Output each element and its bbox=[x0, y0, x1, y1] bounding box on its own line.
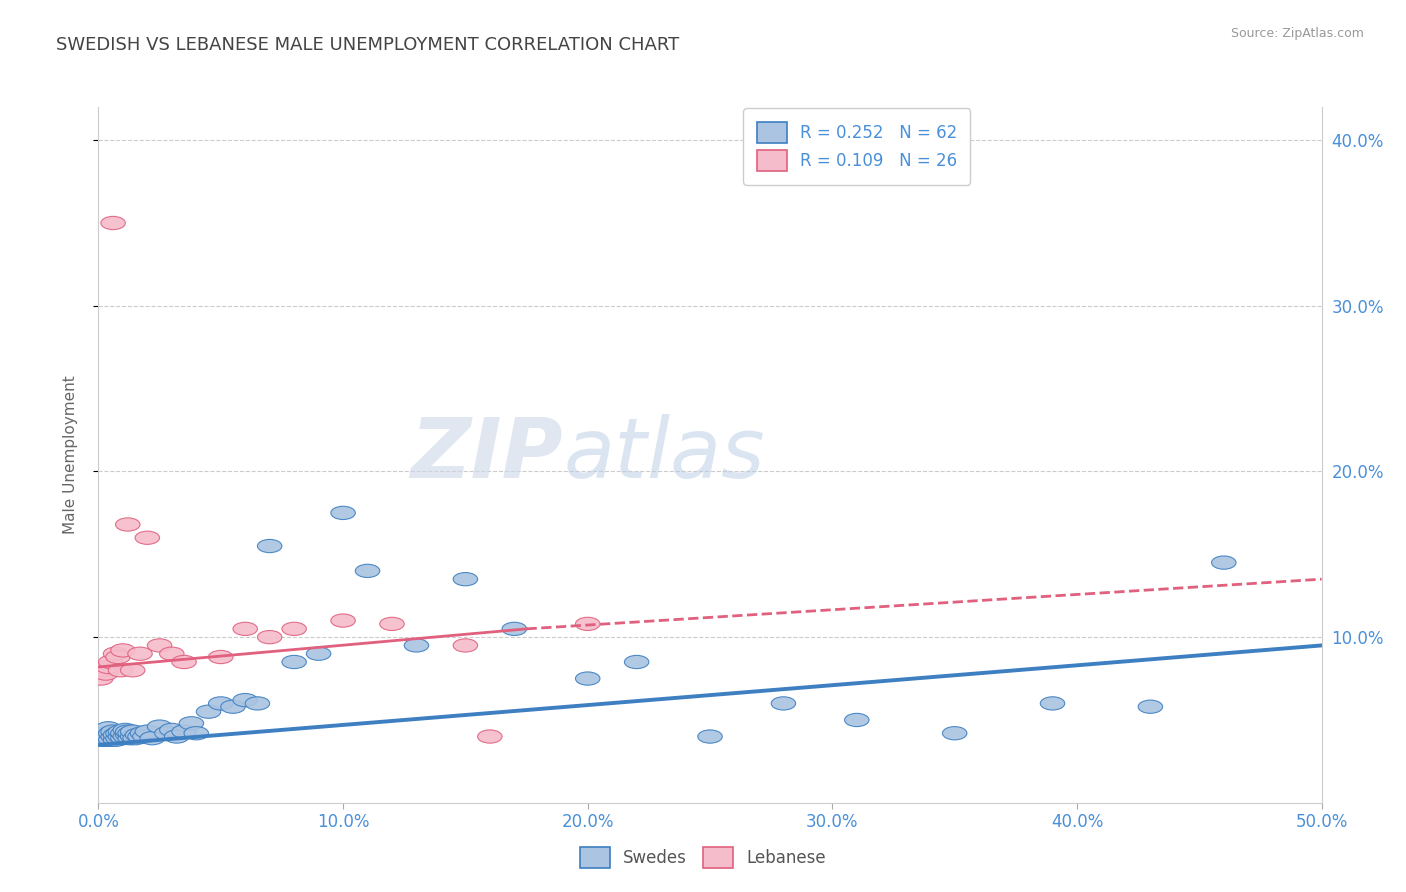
Y-axis label: Male Unemployment: Male Unemployment bbox=[63, 376, 77, 534]
Legend: Swedes, Lebanese: Swedes, Lebanese bbox=[572, 840, 834, 875]
Text: atlas: atlas bbox=[564, 415, 765, 495]
Text: Source: ZipAtlas.com: Source: ZipAtlas.com bbox=[1230, 27, 1364, 40]
Legend: R = 0.252   N = 62, R = 0.109   N = 26: R = 0.252 N = 62, R = 0.109 N = 26 bbox=[744, 109, 970, 185]
Text: ZIP: ZIP bbox=[411, 415, 564, 495]
Text: SWEDISH VS LEBANESE MALE UNEMPLOYMENT CORRELATION CHART: SWEDISH VS LEBANESE MALE UNEMPLOYMENT CO… bbox=[56, 36, 679, 54]
